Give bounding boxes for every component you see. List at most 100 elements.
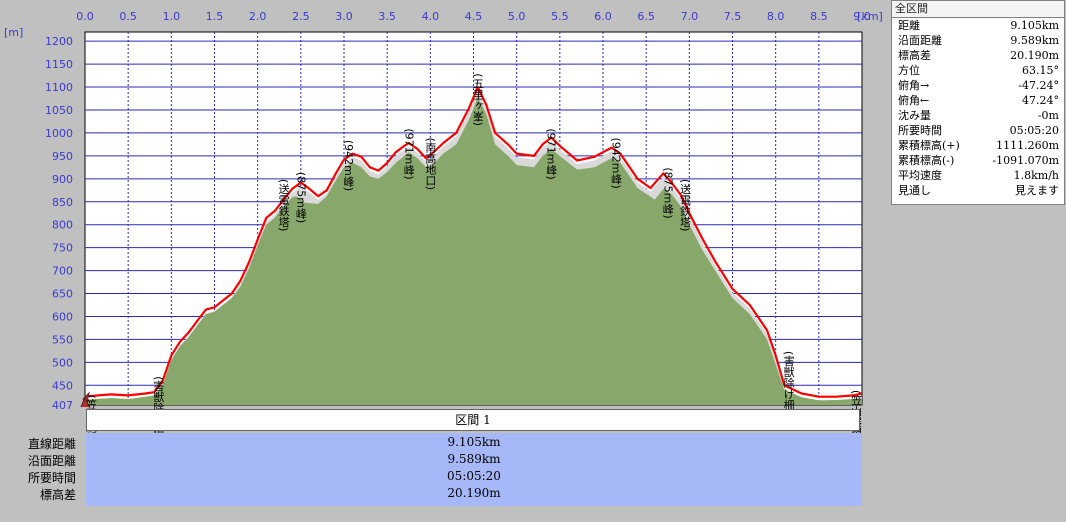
waypoint-label: (送電鉄塔) — [679, 179, 692, 232]
waypoint-label: (南高地口) — [424, 138, 437, 191]
summary-value: 9.105km — [1010, 19, 1059, 32]
summary-label: 距離 — [898, 19, 920, 32]
summary-panel: 全区間 距離 9.105km 沿面距離 9.589km 標高差 20.190m 方位 63.1… — [891, 0, 1065, 205]
route-line — [84, 85, 863, 398]
x-tick-label: 5.0 — [508, 10, 526, 23]
waypoint-label: (942m峰) — [609, 138, 622, 189]
summary-row: 方位 63.15° — [892, 63, 1064, 78]
summary-label: 沈み量 — [898, 109, 931, 122]
summary-value: 20.190m — [1010, 49, 1059, 62]
summary-row: 平均速度 1.8km/h — [892, 168, 1064, 183]
y-tick-label: 650 — [52, 288, 73, 301]
summary-label: 標高差 — [898, 49, 931, 62]
summary-value: 1111.260m — [996, 139, 1059, 152]
x-tick-label: 7.0 — [681, 10, 699, 23]
x-tick-label: 3.0 — [335, 10, 353, 23]
y-tick-label: 750 — [52, 242, 73, 255]
waypoint-label: (942m峰) — [342, 140, 355, 191]
x-tick-label: 1.5 — [206, 10, 224, 23]
summary-row: 沈み量 -0m — [892, 108, 1064, 123]
x-tick-label: 9.0 — [853, 10, 871, 23]
summary-row: 所要時間 05:05:20 — [892, 123, 1064, 138]
x-tick-label: 1.0 — [163, 10, 181, 23]
summary-value: 05:05:20 — [1009, 124, 1059, 137]
summary-label: 俯角→ — [898, 79, 930, 92]
section-stats: 9.105km 9.589km 05:05:20 20.190m — [86, 433, 862, 506]
summary-value: -1091.070m — [992, 154, 1059, 167]
summary-row: 距離 9.105km — [892, 18, 1064, 33]
summary-row: 見通し 見えます — [892, 183, 1064, 198]
x-tick-label: 7.5 — [724, 10, 742, 23]
waypoint-label: (875m峰) — [661, 167, 674, 218]
y-tick-label: 800 — [52, 219, 73, 232]
x-tick-label: 2.0 — [249, 10, 267, 23]
start-marker-icon — [80, 391, 90, 408]
section-label: 標高差 — [39, 488, 76, 502]
y-tick-label: 1150 — [45, 58, 73, 71]
section-value: 9.589km — [447, 452, 501, 466]
summary-row: 沿面距離 9.589km — [892, 33, 1064, 48]
y-unit-label: [m] — [4, 26, 23, 39]
y-tick-label: 500 — [52, 356, 73, 369]
y-tick-label: 850 — [52, 196, 73, 209]
summary-value: 見えます — [1015, 184, 1059, 197]
summary-row: 累積標高(-) -1091.070m — [892, 153, 1064, 168]
summary-value: 63.15° — [1022, 64, 1059, 77]
x-tick-label: 3.5 — [378, 10, 396, 23]
x-tick-label: 4.0 — [422, 10, 440, 23]
waypoint-label: (害獣除け柵) — [782, 351, 795, 415]
section-value: 20.190m — [447, 486, 501, 500]
summary-label: 累積標高(-) — [898, 154, 955, 167]
x-tick-label: 0.5 — [119, 10, 137, 23]
summary-label: 累積標高(+) — [898, 139, 960, 152]
x-tick-label: 6.0 — [594, 10, 612, 23]
y-tick-label: 1000 — [45, 127, 73, 140]
y-tick-label: 450 — [52, 379, 73, 392]
y-tick-label: 950 — [52, 150, 73, 163]
y-tick-label: 1200 — [45, 35, 73, 48]
section-label: 沿面距離 — [27, 454, 76, 468]
x-unit-label: [km] — [857, 10, 883, 23]
y-tick-label: 1050 — [45, 104, 73, 117]
y-tick-label: 1100 — [45, 81, 73, 94]
x-tick-label: 5.5 — [551, 10, 569, 23]
summary-title: 全区間 — [892, 1, 1064, 18]
x-tick-label: 8.5 — [810, 10, 828, 23]
waypoint-label: (送電鉄塔) — [277, 179, 290, 232]
y-tick-label: 407 — [52, 399, 73, 412]
y-tick-label: 700 — [52, 265, 73, 278]
x-tick-label: 2.5 — [292, 10, 310, 23]
summary-label: 所要時間 — [898, 124, 942, 137]
terrain-area — [85, 97, 862, 405]
x-tick-label: 6.5 — [637, 10, 655, 23]
section-value: 05:05:20 — [447, 469, 501, 483]
summary-label: 見通し — [898, 184, 931, 197]
summary-value: 47.24° — [1022, 94, 1059, 107]
summary-row: 俯角← 47.24° — [892, 93, 1064, 108]
waypoint-label: (875m峰) — [294, 172, 307, 223]
x-tick-label: 8.0 — [767, 10, 785, 23]
y-tick-label: 550 — [52, 333, 73, 346]
summary-label: 俯角← — [898, 94, 930, 107]
summary-value: 9.589km — [1010, 34, 1059, 47]
summary-row: 累積標高(+) 1111.260m — [892, 138, 1064, 153]
waypoint-label: (971m峰) — [402, 128, 415, 179]
summary-label: 平均速度 — [898, 169, 942, 182]
summary-label: 沿面距離 — [898, 34, 942, 47]
section-label: 直線距離 — [27, 437, 76, 451]
summary-label: 方位 — [898, 64, 920, 77]
summary-value: -0m — [1037, 109, 1059, 122]
y-tick-label: 900 — [52, 173, 73, 186]
waypoint-label: (五里ヶ峯) — [471, 73, 484, 126]
section-header[interactable]: 区間 1 — [86, 409, 860, 431]
x-tick-label: 0.0 — [76, 10, 94, 23]
summary-row: 俯角→ -47.24° — [892, 78, 1064, 93]
summary-value: 1.8km/h — [1013, 169, 1059, 182]
summary-row: 標高差 20.190m — [892, 48, 1064, 63]
x-tick-label: 4.5 — [465, 10, 483, 23]
section-value: 9.105km — [447, 435, 501, 449]
summary-value: -47.24° — [1018, 79, 1059, 92]
section-label: 所要時間 — [27, 471, 76, 485]
waypoint-label: (971m峰) — [545, 128, 558, 179]
